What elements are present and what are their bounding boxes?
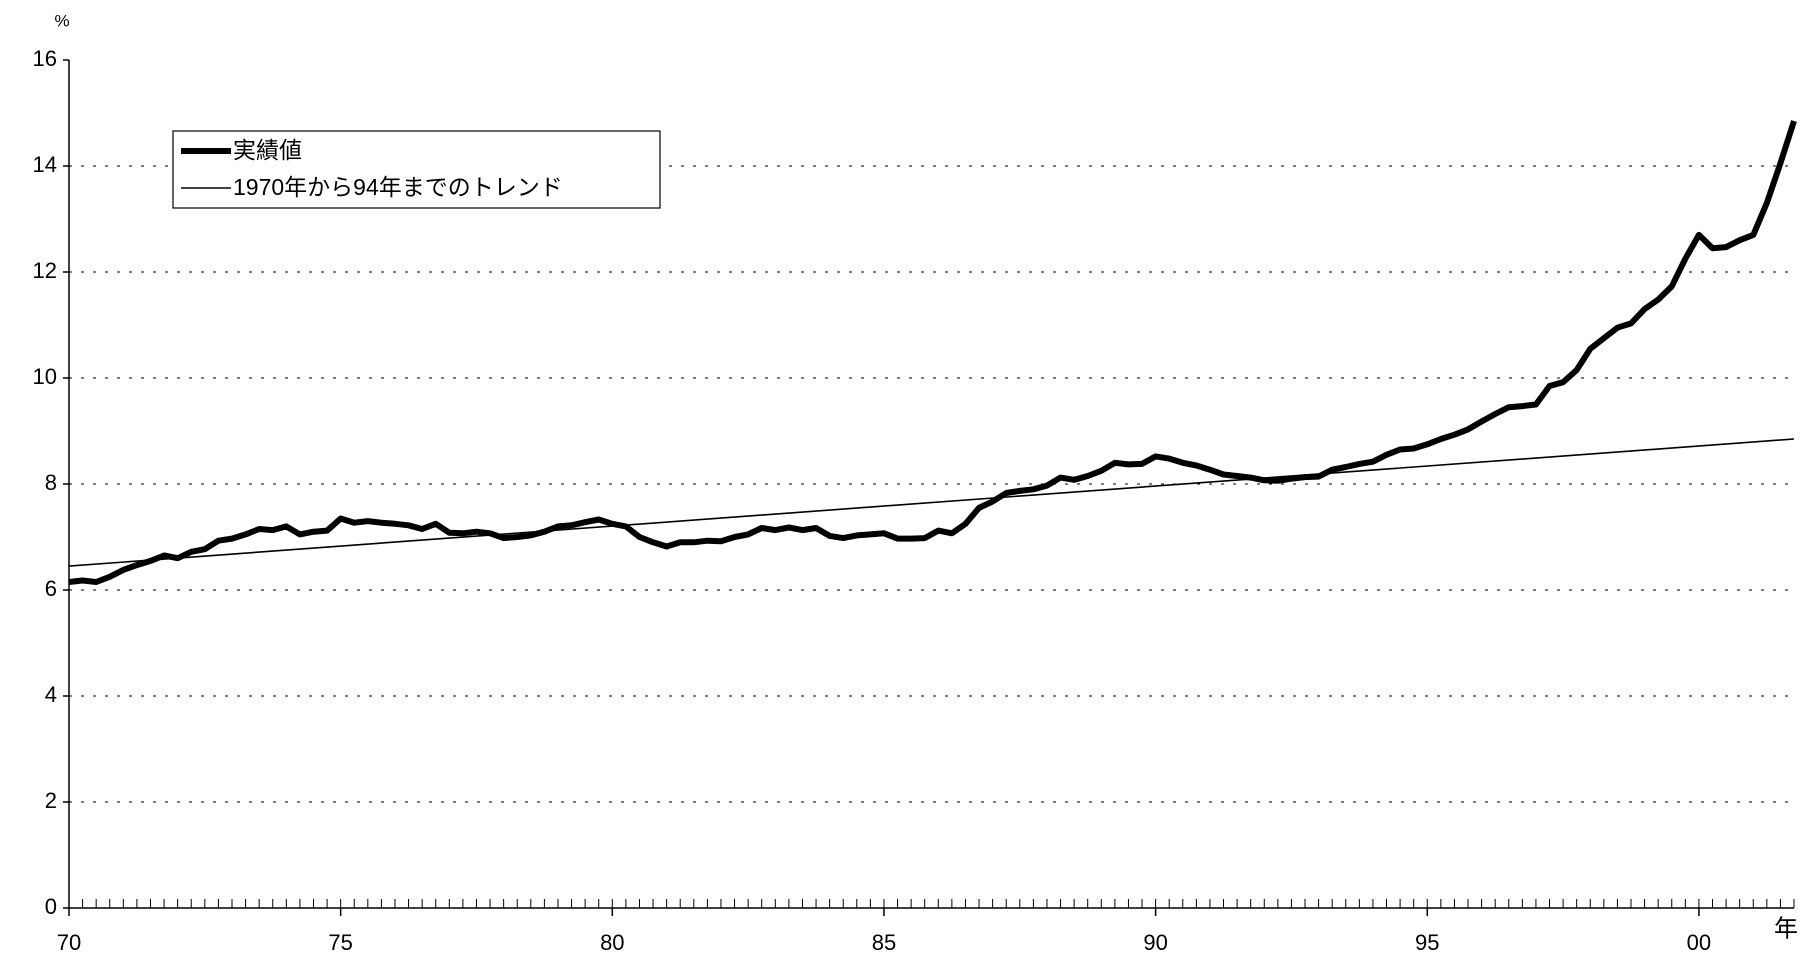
y-tick-label: 14 <box>33 152 57 177</box>
y-tick-label: 2 <box>45 788 57 813</box>
legend-box <box>172 130 661 209</box>
x-tick-label: 95 <box>1415 930 1439 955</box>
y-axis-label: % <box>54 11 69 30</box>
y-tick-label: 0 <box>45 894 57 919</box>
x-tick-label: 70 <box>57 930 81 955</box>
y-tick-label: 16 <box>33 46 57 71</box>
line-series <box>68 120 1797 585</box>
y-tick-label: 10 <box>33 364 57 389</box>
x-tick-label: 75 <box>328 930 352 955</box>
x-axis-label: 年 <box>1774 915 1798 942</box>
y-tick-label: 8 <box>45 470 57 495</box>
x-tick-label: 90 <box>1143 930 1167 955</box>
y-tick-label: 12 <box>33 258 57 283</box>
line-series <box>68 438 1795 567</box>
x-tick-label: 85 <box>872 930 896 955</box>
x-tick-label: 00 <box>1687 930 1711 955</box>
y-tick-label: 6 <box>45 576 57 601</box>
y-tick-label: 4 <box>45 682 57 707</box>
legend-label: 1970年から94年までのトレンド <box>233 174 563 200</box>
legend-label: 実績値 <box>233 137 302 163</box>
x-tick-label: 80 <box>600 930 624 955</box>
